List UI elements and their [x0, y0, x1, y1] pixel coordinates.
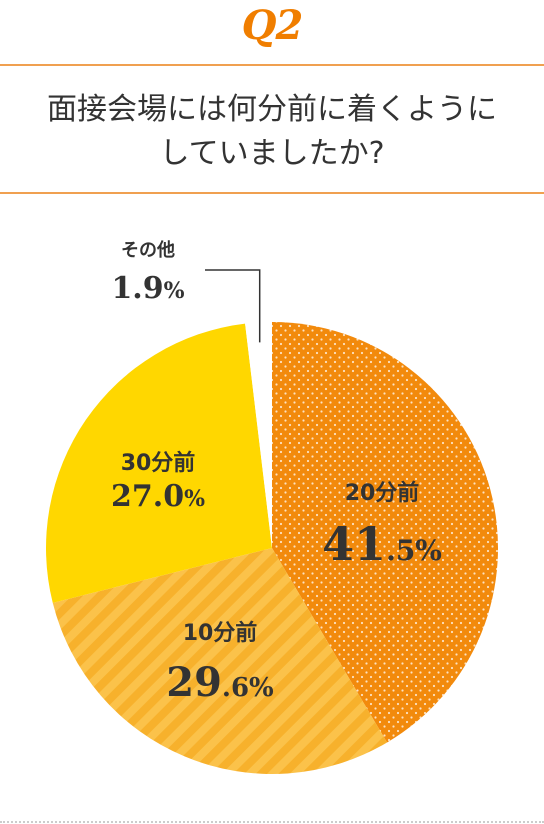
- footer-dotted-line: [0, 821, 544, 823]
- pie-slices: [45, 322, 499, 775]
- pie-slice-1: [272, 322, 499, 743]
- pie-slice-4: [245, 322, 272, 548]
- question-number: Q2: [241, 2, 304, 49]
- slice-value-2: 29.6%: [166, 659, 274, 706]
- top-divider: [0, 64, 544, 66]
- pie-slice-2: [52, 548, 388, 775]
- slice-label-1: 20分前: [345, 480, 420, 506]
- slice-label-3: 30分前: [121, 450, 196, 476]
- slice-value-1: 41.5%: [322, 517, 442, 571]
- pie-labels: 20分前 41.5% 10分前 29.6% 30分前 27.0% その他 1.9%: [111, 239, 442, 706]
- question-line-1: 面接会場には何分前に着くように: [47, 92, 497, 127]
- question-text: 面接会場には何分前に着くように していましたか?: [0, 88, 544, 176]
- bottom-divider: [0, 192, 544, 194]
- pie-slice-3: [45, 323, 273, 603]
- slice-value-3: 27.0%: [111, 479, 205, 514]
- slice-label-4: その他: [121, 239, 175, 261]
- slice-label-2: 10分前: [183, 620, 258, 646]
- slice-value-4: 1.9%: [111, 271, 184, 306]
- question-line-2: していましたか?: [159, 136, 385, 171]
- other-leader-line: [205, 269, 261, 343]
